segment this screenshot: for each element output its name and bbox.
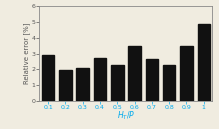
Bar <box>146 59 158 101</box>
Bar <box>59 70 72 101</box>
Bar <box>128 46 141 101</box>
X-axis label: $H_T/P$: $H_T/P$ <box>117 110 135 122</box>
Bar <box>180 46 193 101</box>
Bar <box>198 24 210 101</box>
Bar <box>163 64 175 101</box>
Bar <box>42 55 54 101</box>
Bar <box>94 58 106 101</box>
Bar <box>76 68 89 101</box>
Y-axis label: Relative error [%]: Relative error [%] <box>23 23 30 84</box>
Bar <box>111 65 124 101</box>
